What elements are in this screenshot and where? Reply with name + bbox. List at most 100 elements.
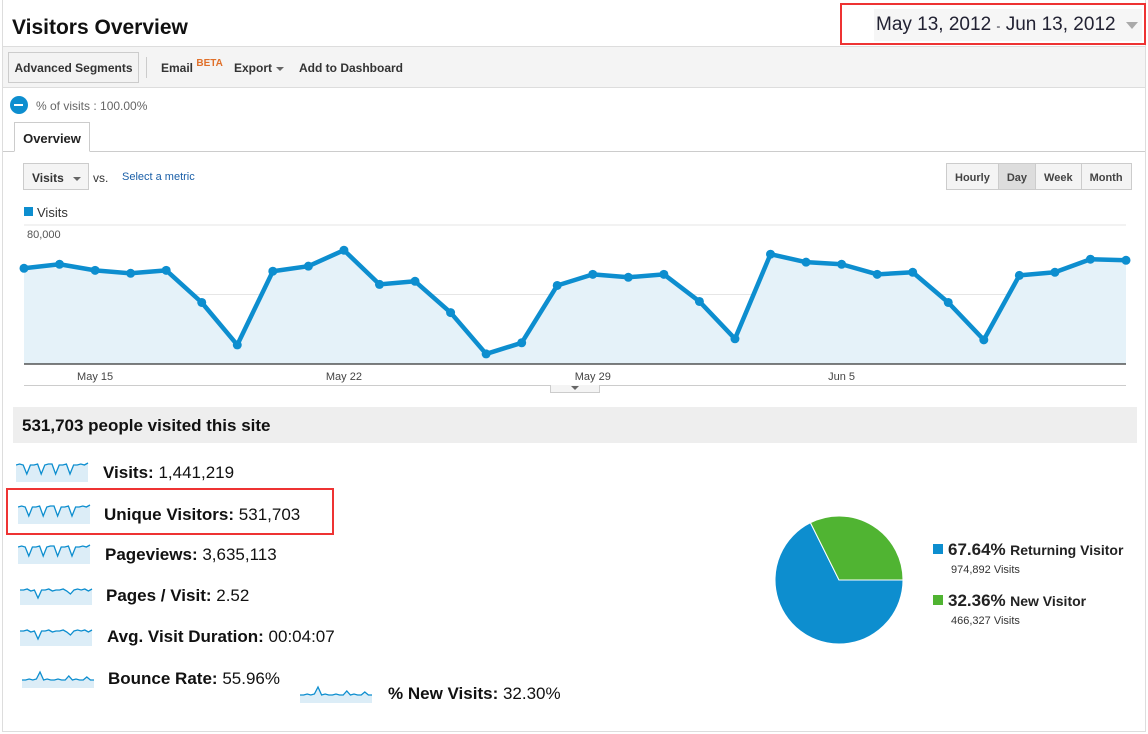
email-label: Email — [161, 61, 194, 75]
month-button[interactable]: Month — [1080, 164, 1131, 189]
data-point — [446, 308, 456, 318]
caret-down-icon — [276, 66, 285, 71]
data-point — [19, 263, 29, 273]
sparkline-line — [20, 588, 93, 600]
caret-down-icon — [72, 176, 81, 181]
metric-row[interactable]: % New Visits: 32.30% — [388, 684, 561, 704]
data-point — [410, 276, 420, 286]
new-pct: 32.36% — [948, 591, 1006, 610]
metric-value: 00:04:07 — [268, 627, 335, 646]
pie-slice-returning — [774, 522, 904, 645]
pie-legend-returning: 67.64% Returning Visitor 974,892 Visits — [933, 540, 1123, 576]
advanced-segments-button[interactable]: Advanced Segments — [8, 52, 139, 83]
date-range-picker[interactable]: May 13, 2012 - Jun 13, 2012 — [874, 9, 1142, 41]
tab-overview[interactable]: Overview — [14, 122, 90, 152]
granularity-group: Hourly Day Week Month — [946, 163, 1132, 190]
segment-pie-icon — [10, 96, 28, 114]
sparkline-line — [20, 629, 93, 641]
metric-dropdown-label: Visits — [32, 171, 64, 185]
x-tick-label: May 29 — [575, 371, 611, 383]
data-point — [694, 296, 704, 306]
data-point — [872, 269, 882, 279]
data-point — [161, 265, 171, 275]
metric-label: Pageviews: — [105, 545, 198, 564]
data-point — [943, 297, 953, 307]
sparkline — [300, 685, 372, 703]
data-point — [1050, 267, 1060, 277]
data-point — [1085, 254, 1095, 264]
data-point — [730, 334, 740, 344]
data-point — [55, 259, 65, 269]
week-button[interactable]: Week — [1035, 164, 1081, 189]
metric-row[interactable]: Bounce Rate: 55.96% — [108, 669, 280, 689]
metric-row[interactable]: Visits: 1,441,219 — [103, 463, 234, 483]
day-button[interactable]: Day — [997, 164, 1036, 189]
metric-value: 2.52 — [216, 586, 250, 605]
metric-label: Pages / Visit: — [106, 586, 212, 605]
data-point — [623, 272, 633, 282]
tab-divider — [3, 151, 1145, 152]
email-button[interactable]: Email BETA — [161, 58, 223, 75]
data-point — [1121, 255, 1131, 265]
metric-label: Bounce Rate: — [108, 669, 218, 688]
sparkline-line — [22, 670, 94, 681]
metric-value: 55.96% — [222, 669, 280, 688]
toolbar: Advanced Segments Email BETA Export Add … — [3, 46, 1145, 88]
legend-swatch — [933, 595, 943, 605]
legend-label: Visits — [37, 205, 68, 220]
series-line — [23, 247, 1127, 357]
metric-row[interactable]: Avg. Visit Duration: 00:04:07 — [107, 627, 335, 647]
data-point — [197, 297, 207, 307]
data-point — [979, 335, 989, 345]
segment-summary: % of visits : 100.00% — [36, 99, 148, 113]
returning-visits: 974,892 Visits — [951, 564, 1020, 576]
date-separator: - — [996, 19, 1001, 33]
metric-value: 531,703 — [238, 505, 301, 524]
export-button[interactable]: Export — [234, 61, 285, 75]
data-point — [126, 268, 136, 278]
hourly-button[interactable]: Hourly — [947, 164, 998, 189]
metric-value: 32.30% — [502, 684, 561, 703]
sparkline — [20, 629, 93, 646]
data-point — [232, 340, 242, 350]
metric-label: Avg. Visit Duration: — [107, 627, 264, 646]
data-point — [801, 257, 811, 267]
export-label: Export — [234, 61, 273, 75]
x-tick-label: May 15 — [77, 371, 113, 383]
data-point — [90, 265, 100, 275]
data-point — [552, 280, 562, 290]
metric-label: Visits: — [103, 463, 154, 482]
returning-pct: 67.64% — [948, 540, 1006, 559]
pie-legend-new: 32.36% New Visitor 466,327 Visits — [933, 591, 1086, 627]
highlight-box — [6, 488, 334, 535]
metric-row[interactable]: Pageviews: 3,635,113 — [105, 545, 277, 565]
sparkline — [20, 588, 93, 605]
toolbar-divider — [146, 57, 147, 78]
beta-badge: BETA — [196, 58, 223, 69]
metric-row[interactable]: Pages / Visit: 2.52 — [106, 586, 249, 606]
metric-label: Unique Visitors: — [104, 505, 235, 524]
metric-row[interactable]: Unique Visitors: 531,703 — [104, 505, 300, 525]
legend-swatch — [933, 544, 943, 554]
date-start: May 13, 2012 — [876, 14, 992, 35]
vs-label: vs. — [93, 171, 109, 185]
x-tick-label: Jun 5 — [828, 371, 855, 383]
sparkline — [18, 504, 91, 524]
data-point — [588, 269, 598, 279]
sparkline-line — [18, 504, 91, 518]
select-metric-link[interactable]: Select a metric — [122, 171, 195, 183]
chart-expand-handle[interactable] — [550, 385, 600, 393]
sparkline — [22, 670, 94, 688]
date-end: Jun 13, 2012 — [1005, 14, 1116, 35]
data-point — [303, 261, 313, 271]
summary-headline: 531,703 people visited this site — [13, 407, 1137, 443]
new-name: New Visitor — [1010, 593, 1087, 609]
sparkline — [18, 544, 91, 564]
add-to-dashboard-button[interactable]: Add to Dashboard — [299, 61, 403, 75]
pie-slice-new — [809, 515, 904, 581]
metric-dropdown[interactable]: Visits — [23, 163, 89, 190]
chevron-down-icon[interactable] — [1126, 22, 1138, 29]
sparkline-line — [16, 462, 89, 476]
